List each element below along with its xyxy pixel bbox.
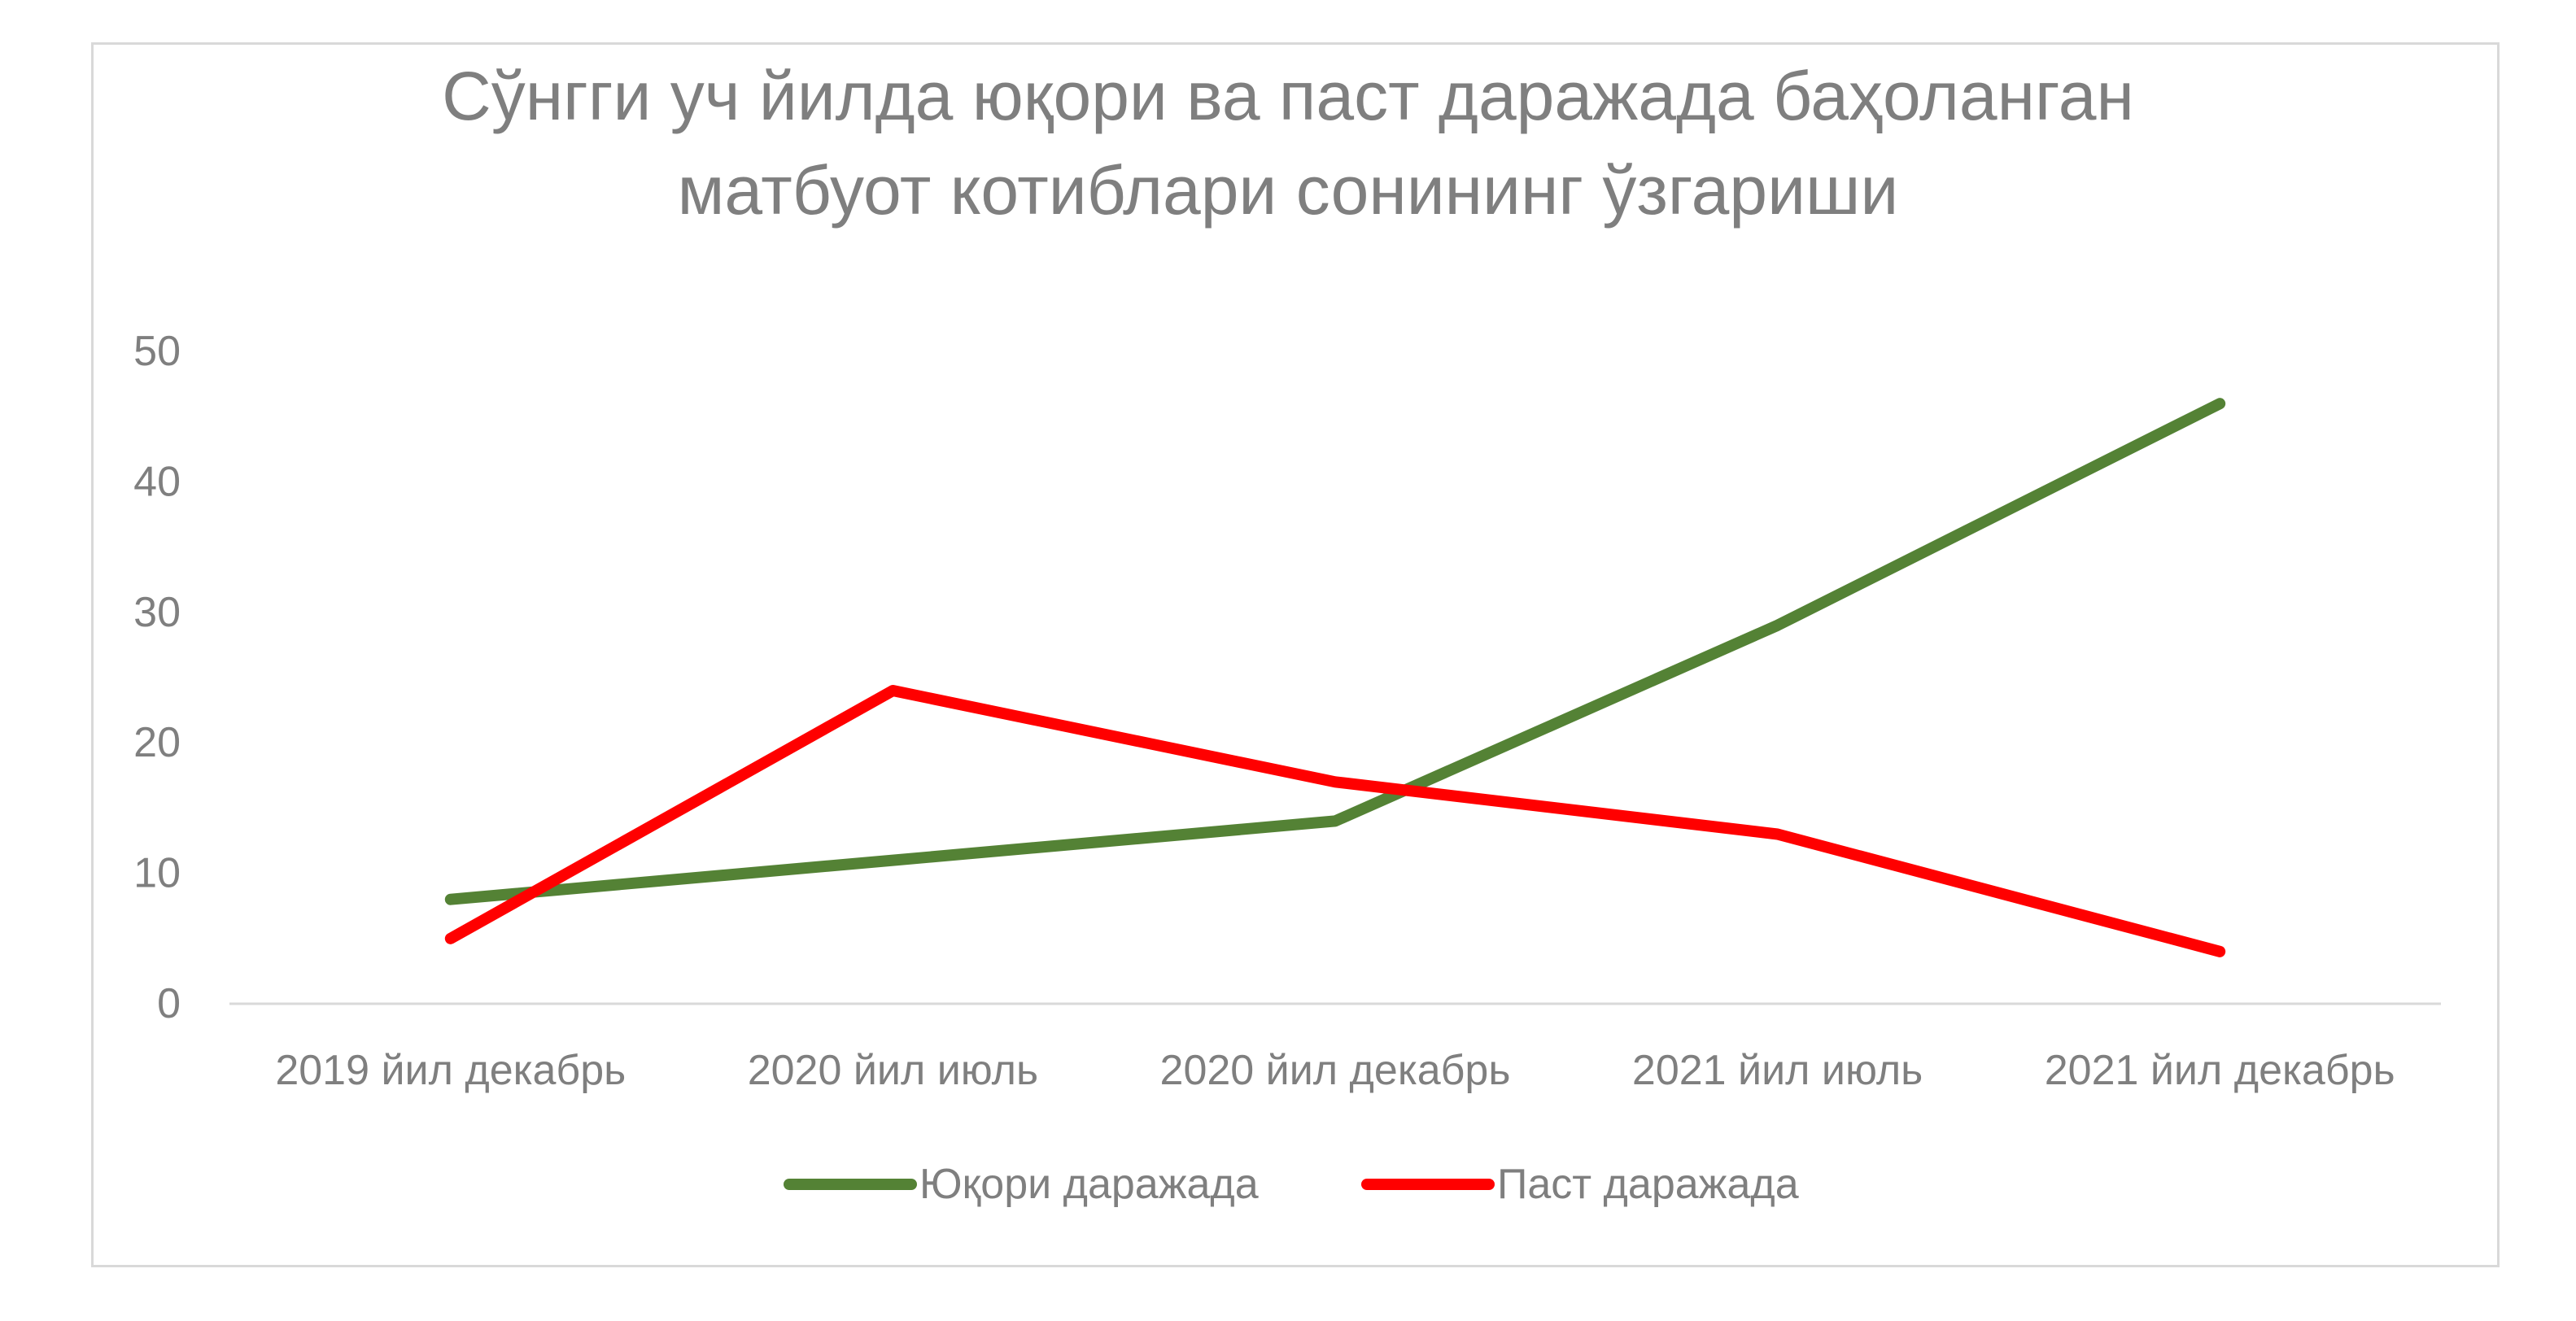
x-tick-label: 2020 йил июль [748, 1047, 1038, 1094]
y-tick-label: 20 [133, 719, 181, 766]
chart-title: Сўнгги уч йилда юқори ва паст даражада б… [0, 49, 2576, 238]
legend-label: Юқори даражада [919, 1161, 1259, 1208]
x-tick-label: 2020 йил декабрь [1160, 1047, 1511, 1094]
x-tick-label: 2021 йил июль [1632, 1047, 1923, 1094]
y-tick-label: 10 [133, 850, 181, 897]
y-tick-label: 30 [133, 589, 181, 636]
chart-title-line-1: Сўнгги уч йилда юқори ва паст даражада б… [442, 58, 2134, 134]
x-tick-label: 2021 йил декабрь [2045, 1047, 2395, 1094]
y-tick-label: 50 [133, 328, 181, 375]
chart-area [91, 42, 2500, 1267]
x-tick-label: 2019 йил декабрь [275, 1047, 626, 1094]
legend-label: Паст даражада [1497, 1161, 1799, 1208]
y-tick-label: 0 [157, 980, 181, 1027]
series-line-2 [444, 685, 2226, 957]
chart-title-line-2: матбуот котиблари сонининг ўзгариши [677, 152, 1899, 229]
y-tick-label: 40 [133, 458, 181, 505]
series-line-1 [444, 398, 2226, 905]
